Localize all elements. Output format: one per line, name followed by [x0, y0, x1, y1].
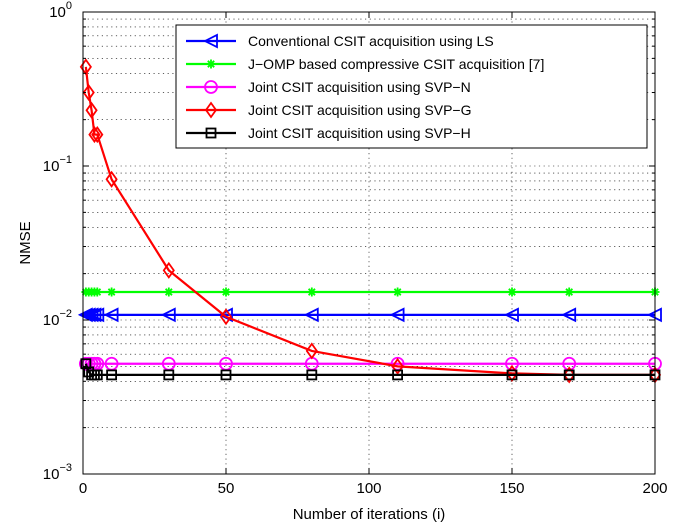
- legend-item: J−OMP based compressive CSIT acquisition…: [186, 56, 544, 72]
- x-tick-label: 50: [218, 480, 235, 497]
- x-tick-label: 100: [356, 480, 381, 497]
- legend: Conventional CSIT acquisition using LS J−…: [175, 24, 648, 149]
- data-point: [162, 261, 175, 279]
- data-point: [507, 287, 517, 297]
- data-point: [506, 369, 518, 381]
- data-point: [89, 307, 105, 323]
- data-point: [85, 101, 98, 119]
- data-point: [307, 287, 317, 297]
- data-point: [220, 369, 232, 381]
- data-point: [106, 369, 117, 381]
- data-point: [561, 307, 577, 323]
- series-line: [84, 66, 655, 377]
- legend-item: Joint CSIT acquisition using SVP−N: [186, 79, 471, 95]
- data-point: [82, 83, 95, 102]
- series-group: [77, 307, 662, 323]
- data-point: [86, 307, 102, 323]
- x-tick-label: 0: [79, 480, 87, 497]
- data-point: [92, 287, 102, 297]
- x-axis-label: Number of iterations (i): [293, 506, 446, 523]
- legend-item: Joint CSIT acquisition using SVP−G: [186, 101, 471, 119]
- y-axis-label: NMSE: [17, 221, 34, 264]
- data-point: [219, 308, 233, 326]
- data-point: [206, 59, 216, 69]
- data-point: [221, 287, 231, 297]
- series-line: [84, 363, 655, 377]
- data-point: [393, 287, 403, 297]
- legend-label: Joint CSIT acquisition using SVP−H: [248, 125, 471, 141]
- x-tick-labels: 0 50 100 150 200: [79, 480, 668, 497]
- y-tick-label: 10−1: [43, 154, 72, 175]
- data-point: [564, 287, 574, 297]
- data-point: [563, 369, 575, 381]
- data-point: [205, 127, 217, 139]
- data-point: [563, 366, 576, 384]
- legend-label: J−OMP based compressive CSIT acquisition…: [248, 56, 544, 72]
- data-point: [83, 307, 99, 323]
- data-point: [306, 369, 318, 381]
- data-point: [91, 369, 103, 381]
- series-group: [81, 287, 660, 297]
- data-point: [88, 126, 101, 144]
- grid: [83, 12, 655, 474]
- data-point: [202, 33, 218, 49]
- x-tick-label: 200: [642, 480, 667, 497]
- ticks: [82, 12, 656, 475]
- data-point: [107, 287, 117, 297]
- data-point: [204, 80, 218, 94]
- data-point: [204, 101, 218, 119]
- y-tick-label: 10−3: [43, 462, 72, 483]
- y-tick-labels: 100 10−1 10−2 10−3: [43, 0, 72, 483]
- data-point: [389, 307, 405, 323]
- legend-label: Joint CSIT acquisition using SVP−N: [248, 79, 471, 95]
- legend-box: [175, 24, 648, 149]
- legend-label: Conventional CSIT acquisition using LS: [248, 33, 494, 49]
- y-tick-label: 100: [49, 0, 72, 21]
- data-point: [305, 342, 318, 360]
- data-point: [303, 307, 319, 323]
- data-point: [91, 126, 104, 144]
- y-tick-label: 10−2: [43, 308, 72, 329]
- legend-label: Joint CSIT acquisition using SVP−G: [248, 102, 471, 118]
- series-layer: [77, 58, 662, 384]
- legend-item: Joint CSIT acquisition using SVP−H: [186, 125, 471, 141]
- data-point: [80, 307, 96, 323]
- data-point: [103, 307, 119, 323]
- data-point: [160, 307, 176, 323]
- data-point: [391, 357, 404, 375]
- data-point: [163, 369, 175, 381]
- data-point: [503, 307, 519, 323]
- x-tick-label: 150: [499, 480, 524, 497]
- legend-item: Conventional CSIT acquisition using LS: [186, 33, 494, 49]
- data-point: [164, 287, 174, 297]
- series-group: [80, 358, 661, 381]
- data-point: [392, 369, 404, 381]
- data-point: [105, 170, 118, 188]
